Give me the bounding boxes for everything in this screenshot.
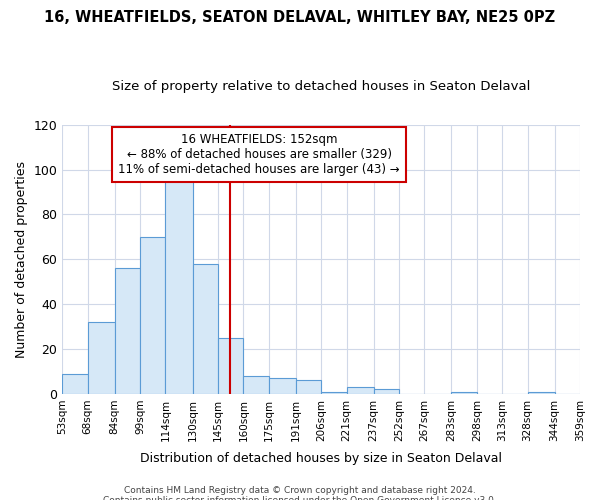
Bar xyxy=(269,378,296,394)
Text: 16 WHEATFIELDS: 152sqm
← 88% of detached houses are smaller (329)
11% of semi-de: 16 WHEATFIELDS: 152sqm ← 88% of detached… xyxy=(118,133,400,176)
Text: Contains public sector information licensed under the Open Government Licence v3: Contains public sector information licen… xyxy=(103,496,497,500)
Bar xyxy=(115,268,140,394)
Bar xyxy=(296,380,321,394)
Bar xyxy=(88,322,115,394)
Bar xyxy=(218,338,244,394)
Bar xyxy=(347,387,374,394)
Bar xyxy=(62,374,88,394)
Bar xyxy=(321,392,347,394)
Bar xyxy=(244,376,269,394)
X-axis label: Distribution of detached houses by size in Seaton Delaval: Distribution of detached houses by size … xyxy=(140,452,502,465)
Title: Size of property relative to detached houses in Seaton Delaval: Size of property relative to detached ho… xyxy=(112,80,530,93)
Bar xyxy=(140,237,166,394)
Bar xyxy=(166,170,193,394)
Y-axis label: Number of detached properties: Number of detached properties xyxy=(15,161,28,358)
Bar xyxy=(193,264,218,394)
Bar xyxy=(374,390,399,394)
Bar xyxy=(451,392,477,394)
Bar xyxy=(527,392,554,394)
Text: Contains HM Land Registry data © Crown copyright and database right 2024.: Contains HM Land Registry data © Crown c… xyxy=(124,486,476,495)
Text: 16, WHEATFIELDS, SEATON DELAVAL, WHITLEY BAY, NE25 0PZ: 16, WHEATFIELDS, SEATON DELAVAL, WHITLEY… xyxy=(44,10,556,25)
